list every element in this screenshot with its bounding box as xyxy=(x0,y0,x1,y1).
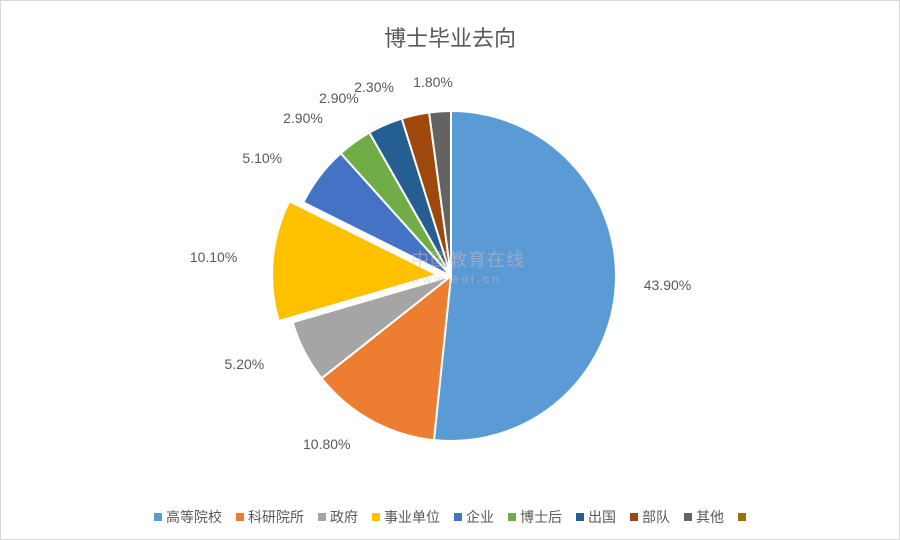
legend-swatch xyxy=(738,513,746,521)
legend-item: 政府 xyxy=(318,507,358,527)
legend-item: 其他 xyxy=(684,507,724,527)
legend-swatch xyxy=(454,513,462,521)
legend-swatch xyxy=(236,513,244,521)
legend-swatch xyxy=(576,513,584,521)
legend: 高等院校 科研院所 政府 事业单位 企业 博士后 出国 部队 其他 xyxy=(1,507,899,527)
slice-label: 5.20% xyxy=(225,356,265,372)
slice-label: 43.90% xyxy=(644,277,691,293)
legend-swatch xyxy=(630,513,638,521)
legend-item: 企业 xyxy=(454,507,494,527)
legend-label: 高等院校 xyxy=(166,507,222,527)
legend-item-trailing xyxy=(738,507,746,527)
legend-item: 高等院校 xyxy=(154,507,222,527)
legend-item: 部队 xyxy=(630,507,670,527)
legend-label: 博士后 xyxy=(520,507,562,527)
slice-label: 1.80% xyxy=(413,74,453,90)
legend-swatch xyxy=(684,513,692,521)
pie-slice xyxy=(434,111,616,441)
legend-swatch xyxy=(154,513,162,521)
slice-label: 5.10% xyxy=(242,150,282,166)
slice-label: 2.90% xyxy=(283,110,323,126)
legend-swatch xyxy=(372,513,380,521)
slice-label: 2.30% xyxy=(354,79,394,95)
legend-swatch xyxy=(508,513,516,521)
pie-svg xyxy=(1,71,900,481)
legend-item: 博士后 xyxy=(508,507,562,527)
slice-label: 10.80% xyxy=(303,436,350,452)
slice-label: 10.10% xyxy=(190,249,237,265)
chart-container: 博士毕业去向 中国教育在线 www.eol.cn 43.90%10.80%5.2… xyxy=(0,0,900,540)
legend-label: 其他 xyxy=(696,507,724,527)
legend-item: 出国 xyxy=(576,507,616,527)
chart-title: 博士毕业去向 xyxy=(1,21,899,53)
legend-item: 事业单位 xyxy=(372,507,440,527)
legend-label: 出国 xyxy=(588,507,616,527)
pie-area: 中国教育在线 www.eol.cn 43.90%10.80%5.20%10.10… xyxy=(1,71,899,481)
legend-label: 科研院所 xyxy=(248,507,304,527)
legend-label: 事业单位 xyxy=(384,507,440,527)
legend-label: 企业 xyxy=(466,507,494,527)
legend-item: 科研院所 xyxy=(236,507,304,527)
legend-swatch xyxy=(318,513,326,521)
slice-label: 2.90% xyxy=(319,90,359,106)
legend-label: 政府 xyxy=(330,507,358,527)
legend-label: 部队 xyxy=(642,507,670,527)
